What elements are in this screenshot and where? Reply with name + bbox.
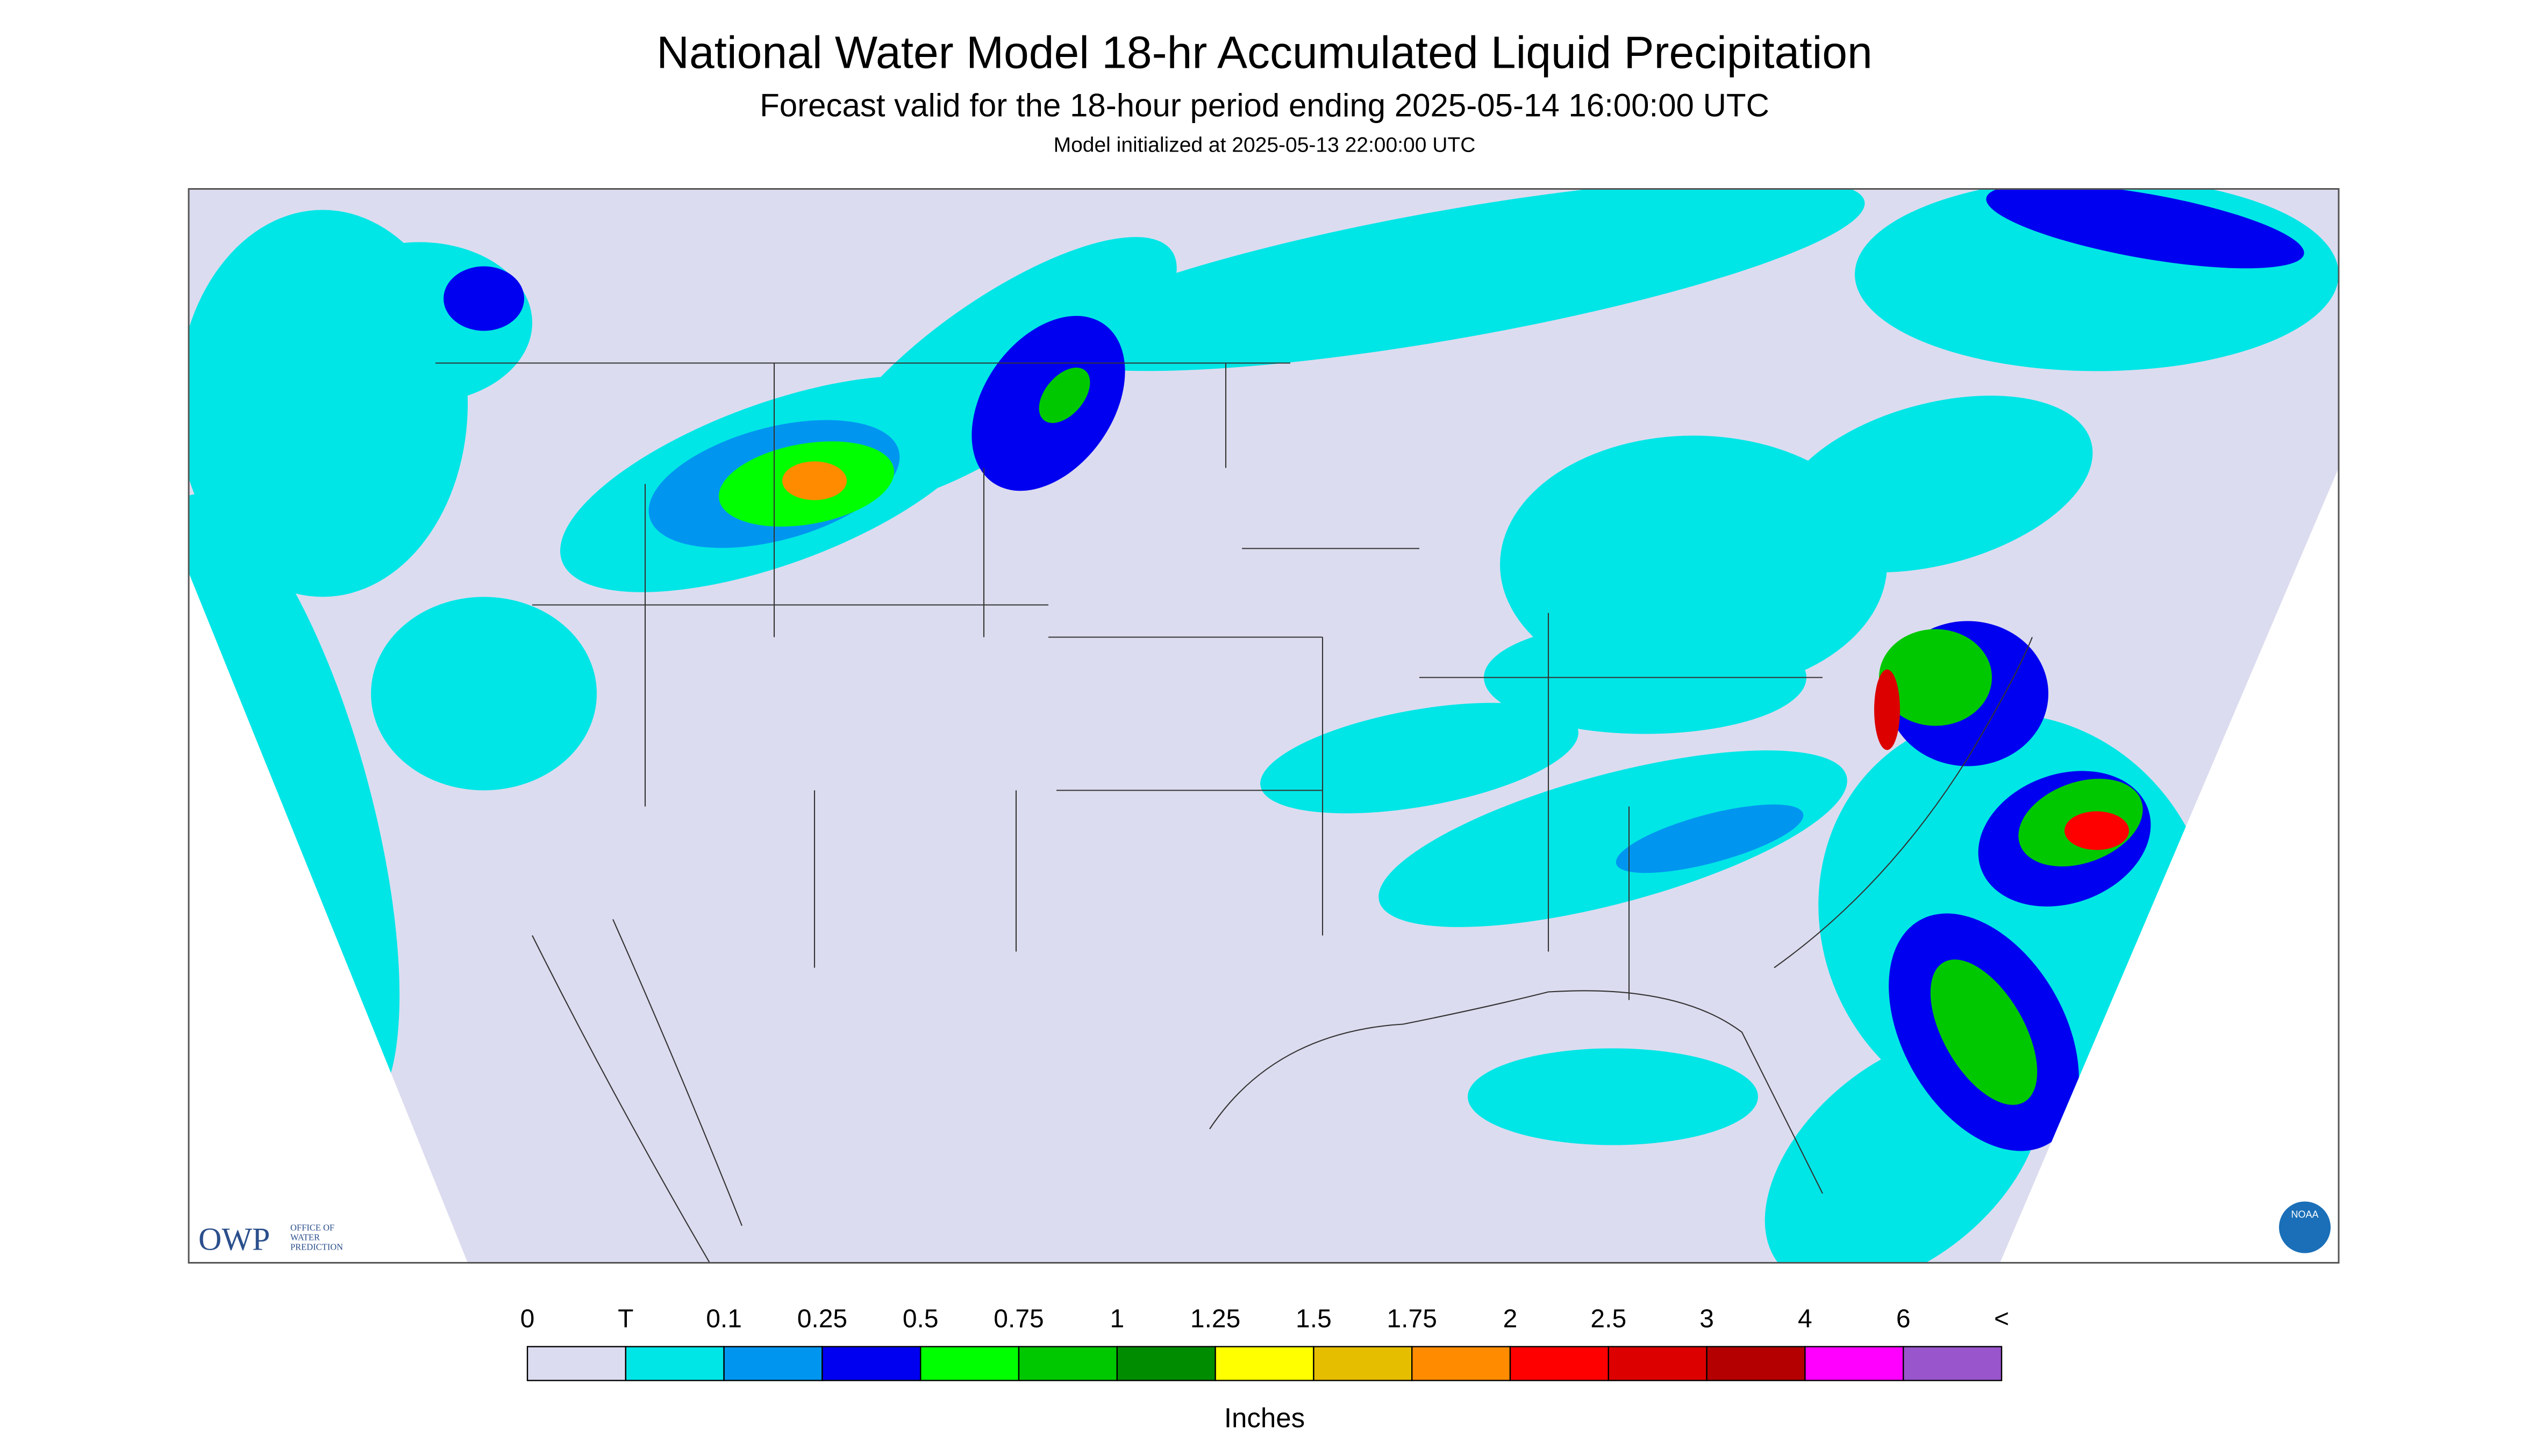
legend-label: 0.25 bbox=[797, 1305, 847, 1333]
legend-label: 3 bbox=[1699, 1305, 1714, 1333]
legend-label: 2.5 bbox=[1590, 1305, 1626, 1333]
legend-label: 1.75 bbox=[1387, 1305, 1437, 1333]
logo-acronym: OWP bbox=[198, 1222, 270, 1257]
legend-swatch bbox=[1313, 1346, 1413, 1381]
legend-swatch bbox=[821, 1346, 921, 1381]
coastlines bbox=[532, 637, 2033, 1264]
precip-area bbox=[1038, 189, 1865, 371]
legend-label: 0 bbox=[520, 1305, 535, 1333]
precip-area bbox=[1879, 629, 1992, 726]
legend-label: 6 bbox=[1896, 1305, 1911, 1333]
legend-unit: Inches bbox=[1224, 1403, 1305, 1433]
legend-swatch bbox=[1608, 1346, 1708, 1381]
legend-swatch bbox=[1804, 1346, 1904, 1381]
legend-swatch bbox=[1706, 1346, 1806, 1381]
precip-area bbox=[782, 461, 847, 500]
boundaries bbox=[435, 362, 2033, 1264]
noaa-badge bbox=[2279, 1201, 2331, 1253]
precip-area bbox=[2064, 811, 2129, 850]
legend-label: 0.1 bbox=[706, 1305, 742, 1333]
logo-line: WATER bbox=[290, 1232, 320, 1243]
legend-label: T bbox=[618, 1305, 633, 1333]
precip-area bbox=[1778, 396, 2093, 572]
legend-swatch bbox=[1411, 1346, 1511, 1381]
logo-line: OFFICE OF bbox=[290, 1223, 334, 1233]
legend-label: 0.75 bbox=[994, 1305, 1044, 1333]
precip-area bbox=[1378, 750, 1847, 927]
map bbox=[189, 189, 2339, 1263]
legend-label: 2 bbox=[1503, 1305, 1518, 1333]
legend-label: < bbox=[1994, 1305, 2009, 1333]
legend-swatch bbox=[920, 1346, 1020, 1381]
state-lines bbox=[435, 362, 1823, 1000]
legend-swatch bbox=[723, 1346, 823, 1381]
map-border bbox=[188, 188, 2340, 1264]
legend-swatch bbox=[625, 1346, 725, 1381]
legend-label: 1 bbox=[1110, 1305, 1124, 1333]
precip-area bbox=[1468, 1048, 1758, 1145]
legend-swatch bbox=[1018, 1346, 1118, 1381]
precip-area bbox=[1039, 368, 1090, 423]
legend-swatch bbox=[526, 1346, 627, 1381]
precip-area bbox=[444, 266, 524, 331]
title: National Water Model 18-hr Accumulated L… bbox=[656, 27, 1872, 78]
precip-area bbox=[1874, 669, 1900, 750]
precip-area bbox=[1930, 959, 2038, 1105]
precip-area bbox=[371, 597, 597, 791]
precip-area bbox=[1616, 804, 1804, 873]
legend-label: 1.25 bbox=[1190, 1305, 1240, 1333]
legend-swatch bbox=[1509, 1346, 1609, 1381]
subtitle: Forecast valid for the 18-hour period en… bbox=[760, 88, 1769, 124]
legend-swatch bbox=[1902, 1346, 2003, 1381]
legend-label: 4 bbox=[1798, 1305, 1812, 1333]
legend-label: 0.5 bbox=[903, 1305, 939, 1333]
legend-label: 1.5 bbox=[1296, 1305, 1332, 1333]
legend: 0 T 0.1 0.25 0.5 0.75 1 1.25 1.5 1.75 2 2.5 3 4 6 < bbox=[520, 1305, 2009, 1381]
legend-swatch bbox=[1215, 1346, 1314, 1381]
init-time: Model initialized at 2025-05-13 22:00:00… bbox=[1054, 134, 1476, 157]
badge-text: NOAA bbox=[2291, 1209, 2318, 1220]
legend-swatch bbox=[1116, 1346, 1216, 1381]
logo-line: PREDICTION bbox=[290, 1242, 343, 1252]
precip-area bbox=[1260, 702, 1578, 814]
precip-area bbox=[1986, 189, 2304, 269]
